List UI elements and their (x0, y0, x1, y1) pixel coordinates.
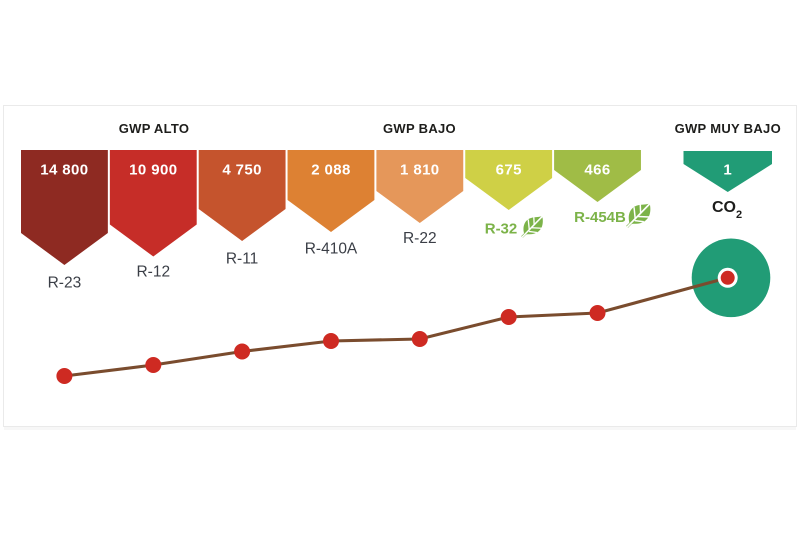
svg-text:R-22: R-22 (403, 230, 437, 247)
svg-text:GWP BAJO: GWP BAJO (383, 121, 456, 136)
svg-text:GWP MUY BAJO: GWP MUY BAJO (675, 121, 781, 136)
svg-text:466: 466 (584, 162, 610, 179)
svg-text:GWP ALTO: GWP ALTO (119, 121, 190, 136)
svg-text:R-12: R-12 (136, 264, 170, 281)
svg-text:R-23: R-23 (48, 275, 82, 292)
svg-text:R-454B: R-454B (574, 209, 626, 226)
svg-text:1: 1 (723, 162, 732, 179)
svg-text:R-32: R-32 (485, 221, 518, 238)
svg-text:675: 675 (496, 162, 522, 179)
svg-text:1 810: 1 810 (400, 162, 440, 179)
svg-text:10 900: 10 900 (129, 162, 177, 179)
svg-text:14 800: 14 800 (40, 162, 88, 179)
svg-text:R-11: R-11 (226, 251, 258, 268)
svg-text:CO2: CO2 (712, 199, 742, 221)
svg-text:2 088: 2 088 (311, 162, 351, 179)
svg-text:R-410A: R-410A (305, 241, 358, 258)
svg-text:4 750: 4 750 (222, 162, 262, 179)
